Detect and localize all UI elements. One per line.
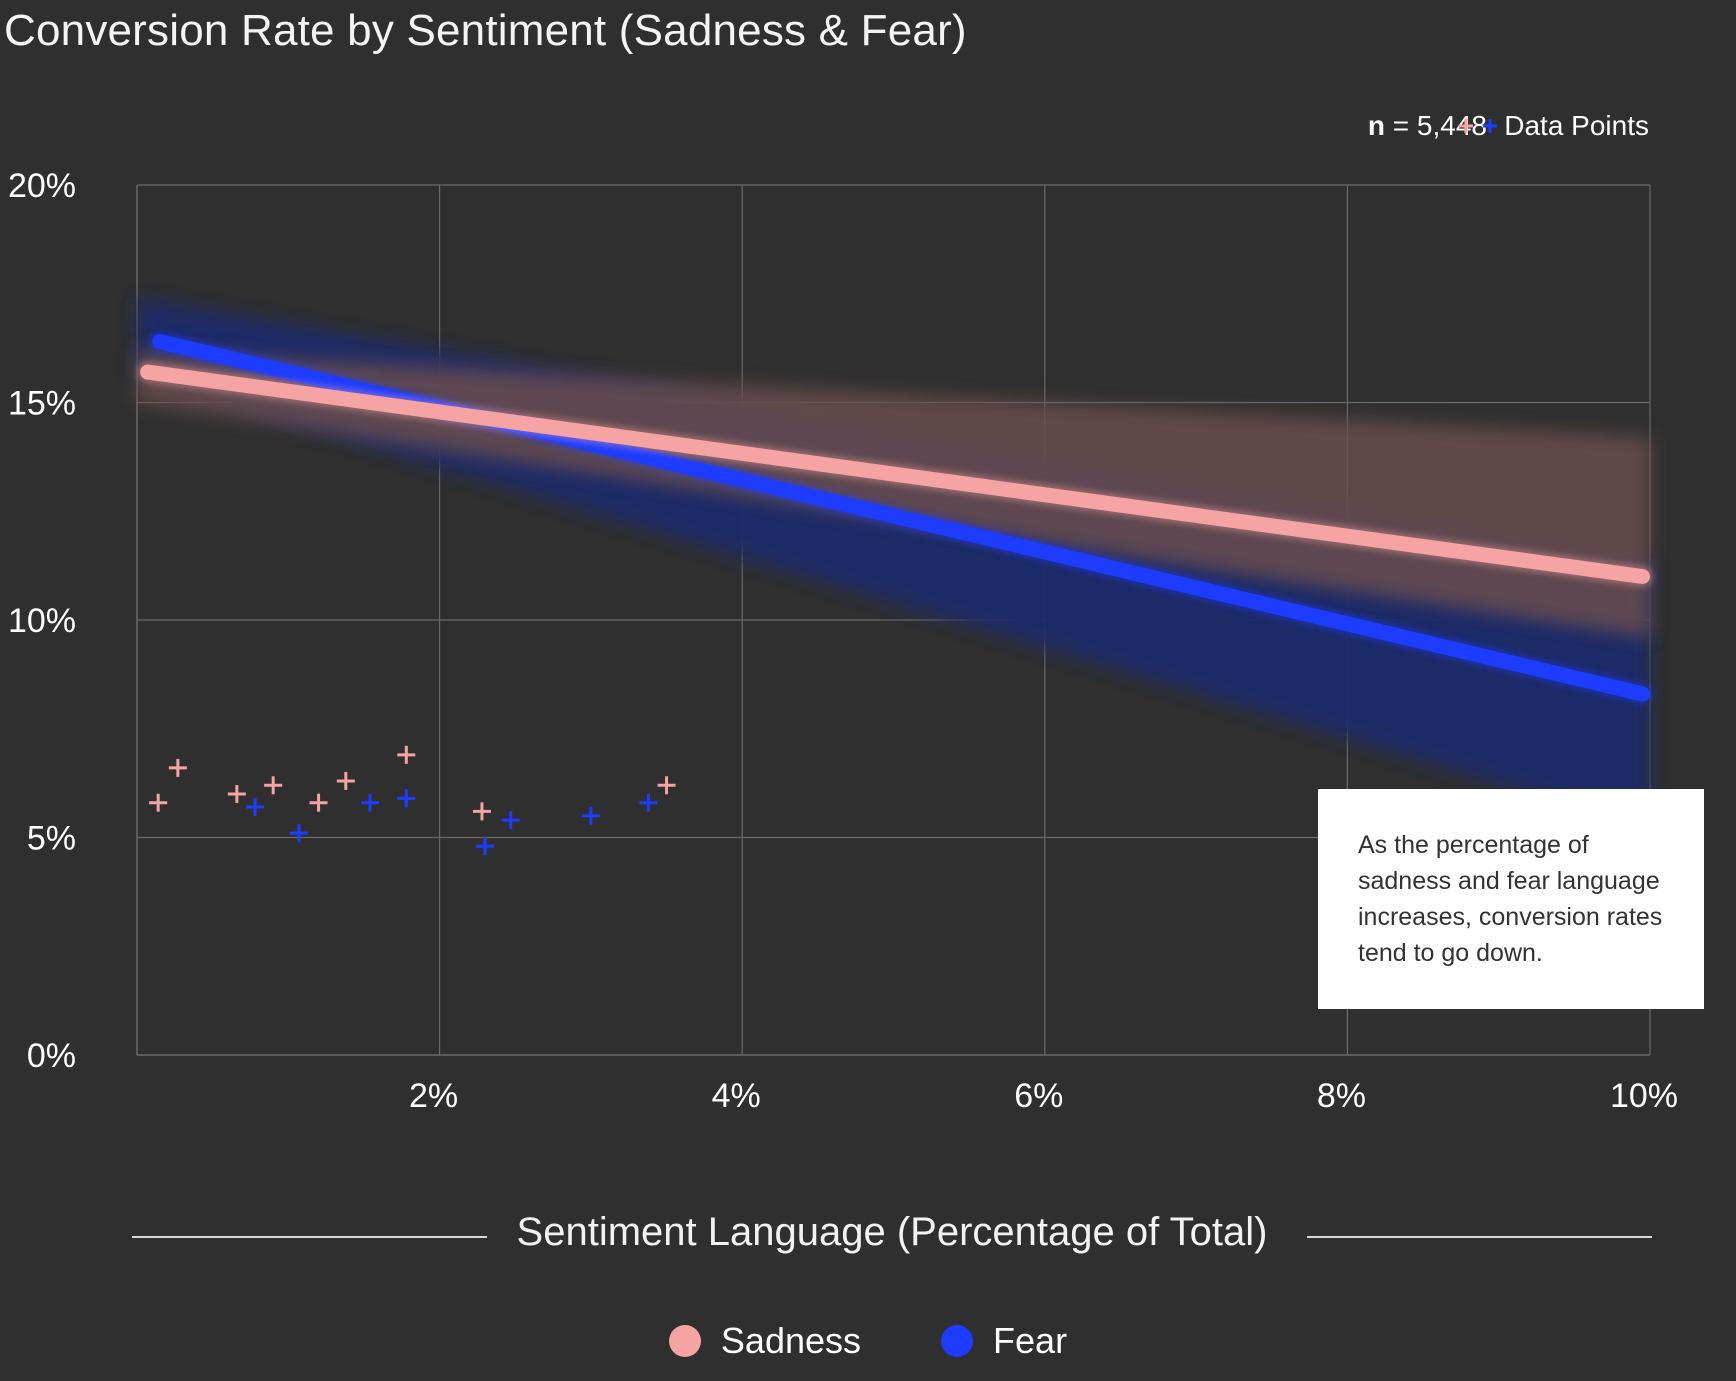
x-axis-rule-left <box>132 1236 487 1238</box>
sadness-data-point <box>472 802 491 821</box>
fear-data-point <box>289 824 308 843</box>
sadness-data-point <box>149 793 168 812</box>
fear-plus-icon: + <box>1481 110 1499 141</box>
legend-label-sadness: Sadness <box>720 1320 862 1361</box>
fear-data-point <box>475 837 494 856</box>
sadness-data-point <box>336 771 355 790</box>
x-axis-rule-right <box>1307 1236 1652 1238</box>
y-tick-label: 15% <box>8 385 76 423</box>
sadness-trend-line <box>140 364 1650 584</box>
data-points-label: Data Points <box>1504 110 1649 141</box>
sadness-data-point <box>309 793 328 812</box>
y-tick-label: 10% <box>8 602 76 640</box>
sample-size-symbol: n <box>1367 110 1386 141</box>
series-legend: Sadness Fear <box>0 1320 1736 1362</box>
fear-data-point <box>246 798 265 817</box>
x-tick-label: 4% <box>712 1077 761 1115</box>
fear-data-point <box>639 793 658 812</box>
sadness-dot-icon <box>668 1325 701 1357</box>
y-tick-label: 5% <box>27 820 76 858</box>
fear-data-point <box>581 806 600 825</box>
data-points-legend: + + Data Points <box>1458 110 1649 142</box>
legend-item-fear: Fear <box>941 1320 1067 1362</box>
chart-title: Conversion Rate by Sentiment (Sadness & … <box>4 6 967 55</box>
fear-dot-icon <box>941 1325 974 1357</box>
sample-size: n = 5,448 <box>1368 110 1487 142</box>
x-tick-label: 10% <box>1610 1077 1678 1115</box>
y-tick-label: 0% <box>27 1037 76 1075</box>
legend-item-sadness: Sadness <box>668 1320 862 1362</box>
sadness-data-point <box>264 776 283 795</box>
fear-data-point <box>361 793 380 812</box>
sample-size-value: = 5,448 <box>1392 110 1487 141</box>
x-axis-title-row: Sentiment Language (Percentage of Total) <box>132 1210 1652 1260</box>
sadness-data-point <box>227 785 246 803</box>
x-tick-label: 2% <box>409 1077 458 1115</box>
sadness-plus-icon: + <box>1457 110 1475 141</box>
x-tick-label: 6% <box>1014 1077 1063 1115</box>
x-axis-title: Sentiment Language (Percentage of Total) <box>516 1210 1268 1254</box>
fear-data-point <box>397 789 416 808</box>
legend-label-fear: Fear <box>993 1320 1068 1361</box>
sadness-data-point <box>657 776 676 795</box>
sadness-data-point <box>397 745 416 764</box>
y-tick-label: 20% <box>8 167 76 205</box>
x-tick-label: 8% <box>1317 1077 1366 1115</box>
sadness-data-point <box>168 758 187 777</box>
fear-data-point <box>501 811 520 830</box>
insight-annotation: As the percentage of sadness and fear la… <box>1318 789 1704 1009</box>
